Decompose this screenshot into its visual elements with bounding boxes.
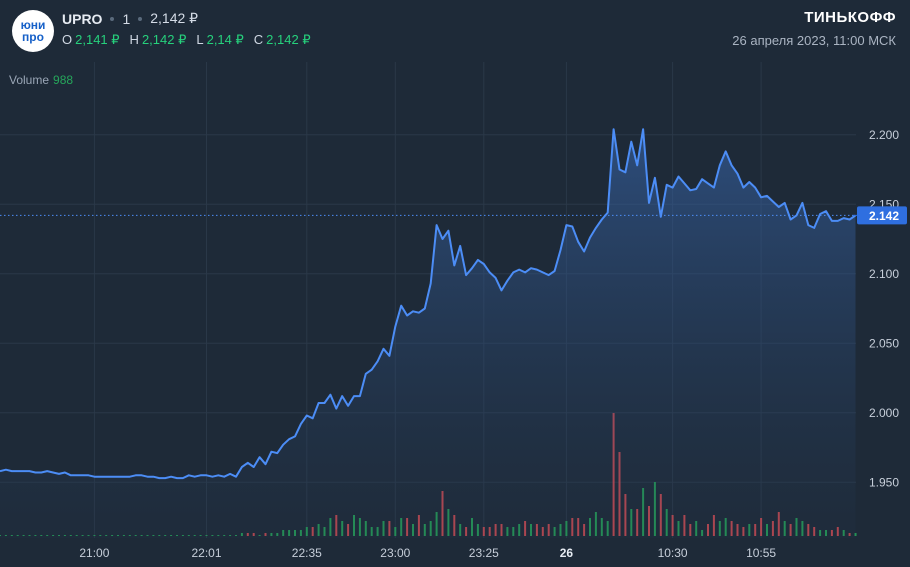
brand-name: ТИНЬКОФФ xyxy=(804,9,896,26)
time-tick-label: 21:00 xyxy=(79,546,109,560)
ohlc-high: H 2,142 ₽ xyxy=(129,32,187,47)
time-tick-label: 10:30 xyxy=(658,546,688,560)
ohlc-readout: O 2,141 ₽ H 2,142 ₽ L 2,14 ₽ C 2,142 ₽ xyxy=(62,32,311,48)
volume-label: Volume xyxy=(9,73,50,87)
price-tick-label: 2.000 xyxy=(869,406,899,420)
ohlc-close: C 2,142 ₽ xyxy=(253,32,311,47)
separator-dot xyxy=(110,16,115,21)
time-axis[interactable]: 21:00 22:01 22:35 23:00 23:25 26 10:30 10:55 xyxy=(79,546,776,560)
company-logo: юни про xyxy=(12,10,54,52)
price-tick-label: 2.100 xyxy=(869,267,899,281)
last-price-badge xyxy=(857,206,907,225)
price-tick-label: 2.050 xyxy=(869,336,899,350)
interval-label[interactable]: 1 xyxy=(122,10,131,27)
time-tick-label: 22:01 xyxy=(191,546,221,560)
volume-value: 988 xyxy=(53,73,74,87)
last-price-badge-label: 2.142 xyxy=(869,209,899,223)
logo-text-bottom: про xyxy=(22,30,44,44)
price-line xyxy=(0,128,857,480)
volume-legend: Volume 988 xyxy=(9,73,73,87)
separator-dot xyxy=(138,16,143,21)
symbol-name[interactable]: UPRO xyxy=(62,10,103,27)
ohlc-low: L 2,14 ₽ xyxy=(196,32,244,47)
price-area-fill xyxy=(0,129,856,538)
time-tick-label: 23:00 xyxy=(380,546,410,560)
time-tick-label: 23:25 xyxy=(469,546,499,560)
price-tick-label: 2.200 xyxy=(869,128,899,142)
logo-text-top: юни xyxy=(20,18,46,32)
price-area xyxy=(0,128,857,538)
last-price: 2,142 ₽ xyxy=(150,10,199,26)
ohlc-open: O 2,141 ₽ xyxy=(62,32,120,47)
time-tick-label: 22:35 xyxy=(292,546,322,560)
time-tick-label: 10:55 xyxy=(746,546,776,560)
chart-header: юни про UPRO 1 2,142 ₽ O 2,141 ₽ H 2,142 ₽… xyxy=(0,0,910,62)
price-tick-label: 1.950 xyxy=(869,475,899,489)
symbol-info: UPRO 1 2,142 ₽ xyxy=(62,10,198,27)
time-tick-label: 26 xyxy=(560,546,574,560)
chart-datetime: 26 апреля 2023, 11:00 МСК xyxy=(732,33,896,48)
